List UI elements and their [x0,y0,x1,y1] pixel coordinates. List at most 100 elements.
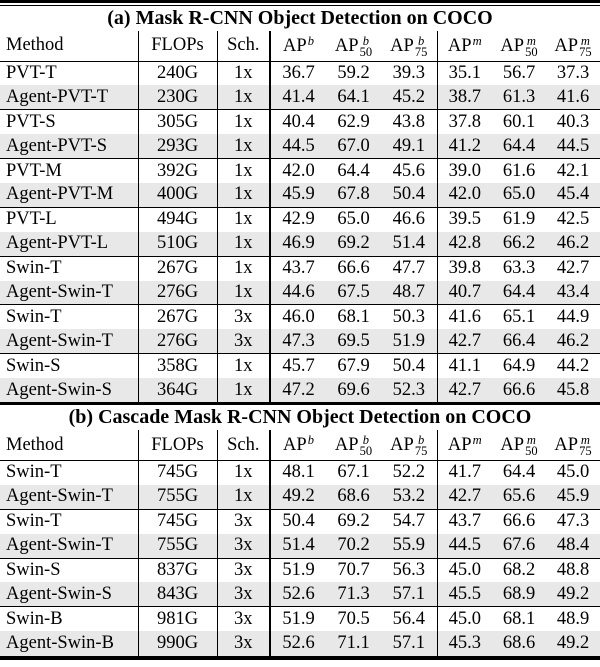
sch-cell: 1x [217,109,271,135]
table-row: Agent-Swin-B 990G 3x 52.6 71.1 57.1 45.3 68.6 49… [0,631,600,656]
method-cell: Swin-T [0,508,139,534]
apm50-cell: 64.4 [502,462,536,483]
apb75-cell: 47.7 [381,255,438,281]
apb75-cell: 39.3 [381,61,438,86]
apb75-cell: 56.4 [381,606,438,632]
apm50-cell: 68.9 [492,582,546,607]
sch-cell: 1x [217,85,271,110]
flops-cell: 745G [138,460,218,485]
header-apb: AP b [270,31,326,62]
flops-cell: 230G [138,85,218,110]
sch-cell: 1x [217,378,271,403]
apb-cell: 46.0 [270,304,326,330]
header-apb: AP b [270,430,326,461]
apb75-cell: 51.9 [381,329,438,354]
apm-cell: 44.5 [437,533,492,559]
apm75-cell: 45.8 [546,378,600,403]
method-cell: Swin-B [0,606,139,632]
apm50-cell: 64.4 [492,134,546,159]
middle-thick-rule [0,402,600,406]
apm50-cell: 65.1 [492,304,546,330]
apm50-cell: 66.6 [492,508,546,534]
table-a-title: (a) Mask R-CNN Object Detection on COCO [107,7,493,29]
apm50-cell: 65.0 [492,182,546,208]
apm50-cell: 64.4 [492,280,546,305]
apb-cell: 45.7 [270,353,326,379]
apm75-cell: 46.2 [546,231,600,257]
apb-cell: 52.6 [270,631,326,656]
table-row: Swin-T 745G 1x 48.1 67.1 52.2 41.7 64.4 45.0 [0,460,600,485]
apb-cell: 47.3 [270,329,326,354]
table-row: Agent-Swin-S 364G 1x 47.2 69.6 52.3 42.7 66.6 45… [0,378,600,403]
apb-cell: 41.4 [270,85,326,110]
apb75-cell: 50.4 [381,182,438,208]
table-b-title: (b) Cascade Mask R-CNN Object Detection … [68,406,532,429]
flops-cell: 843G [138,582,218,607]
apm-cell: 45.0 [437,606,492,632]
apm75-cell: 44.9 [546,304,600,330]
sch-cell: 3x [217,631,271,656]
flops-cell: 364G [138,378,218,403]
apb50-cell: 66.6 [326,255,381,281]
apb-cell: 51.9 [270,606,326,632]
apm75-cell: 44.2 [546,353,600,379]
apm50-cell: 60.1 [492,109,546,135]
sch-cell: 1x [217,460,271,485]
apb50-cell: 69.5 [326,329,381,354]
apm-cell: 40.7 [437,280,492,305]
apm75-cell: 42.7 [546,255,600,281]
apm75-cell: 45.0 [556,462,590,483]
flops-cell: 305G [138,109,218,135]
apb75-cell: 49.1 [381,134,438,159]
apb50-cell: 64.4 [326,158,381,183]
apm-cell: 41.2 [437,134,492,159]
apb75-cell: 57.1 [381,631,438,656]
method-cell: Swin-T [0,460,139,485]
apb50-cell: 62.9 [326,109,381,135]
header-apb50: AP b 50 [326,430,381,461]
header-apm: AP m [437,430,492,461]
apb75-cell: 56.3 [381,557,438,583]
apb50-cell: 67.8 [326,182,381,208]
apm75-cell: 49.2 [546,582,600,607]
table-a: Method FLOPs Sch. AP b AP b 50 AP b 75 AP m AP… [0,31,600,403]
apm-cell: 39.8 [437,255,492,281]
apb-cell: 40.4 [270,109,326,135]
method-cell: Agent-PVT-L [0,231,139,257]
header-apb75: AP b 75 [381,31,438,62]
apb75-cell: 52.3 [381,378,438,403]
apb-cell: 52.6 [270,582,326,607]
apb75-cell: 55.9 [381,533,438,559]
apb75-cell: 53.2 [381,484,438,510]
table-row: Agent-Swin-T 755G 1x 49.2 68.6 53.2 42.7 65.6 45… [0,484,600,510]
header-apm50: AP m 50 [492,31,546,62]
apm-cell: 35.1 [448,62,481,83]
table-row: Agent-PVT-L 510G 1x 46.9 69.2 51.4 42.8 66.2 46.… [0,231,600,257]
apb50-cell: 69.6 [326,378,381,403]
sch-cell: 3x [217,557,271,583]
method-cell: Swin-S [0,353,139,379]
apb-cell: 44.5 [270,134,326,159]
method-cell: PVT-T [0,61,139,86]
apb50-cell: 59.2 [337,62,370,83]
apb50-cell: 69.2 [326,231,381,257]
apm-cell: 43.7 [437,508,492,534]
apm75-cell: 45.4 [546,182,600,208]
apb75-cell: 52.2 [381,460,438,485]
apb-cell: 46.9 [270,231,326,257]
method-cell: Swin-S [0,557,139,583]
table-row: Agent-PVT-S 293G 1x 44.5 67.0 49.1 41.2 64.4 44.… [0,134,600,159]
apb75-cell: 48.7 [381,280,438,305]
apb75-cell: 46.6 [381,206,438,232]
apb50-cell: 70.2 [326,533,381,559]
flops-cell: 755G [138,533,218,559]
apb50-cell: 67.1 [337,462,370,483]
method-cell: Agent-Swin-B [0,631,139,656]
table-row: Agent-PVT-M 400G 1x 45.9 67.8 50.4 42.0 65.0 45.… [0,182,600,208]
header-apm50: AP m 50 [492,430,546,461]
apb75-cell: 54.7 [381,508,438,534]
flops-cell: 293G [138,134,218,159]
method-cell: Agent-Swin-T [0,533,139,559]
apb-cell: 42.0 [270,158,326,183]
